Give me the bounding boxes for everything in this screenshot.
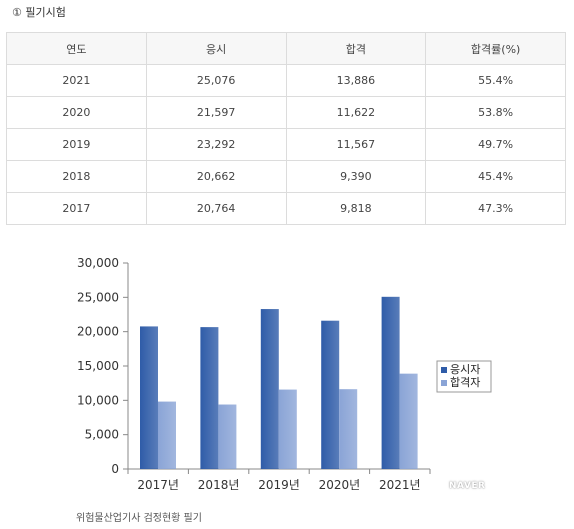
cell-year: 2020 <box>6 96 147 129</box>
cell-passed: 11,622 <box>285 96 427 129</box>
bar-applicants <box>321 320 340 469</box>
y-tick-label: 5,000 <box>85 428 119 442</box>
cell-year: 2019 <box>6 128 147 161</box>
cell-year: 2017 <box>6 192 147 225</box>
cell-passed: 9,390 <box>285 160 427 193</box>
bar-applicants <box>260 309 279 469</box>
bar-passed <box>399 373 418 469</box>
chart-caption: 위험물산업기사 검정현황 필기 <box>76 513 202 524</box>
bar-passed <box>158 401 176 469</box>
y-tick-label: 20,000 <box>77 325 119 339</box>
cell-pass-rate: 49.7% <box>425 128 566 161</box>
table-row: 2017 20,764 9,818 47.3% <box>6 192 566 225</box>
exam-stats-table: 연도 응시 합격 합격률(%) 2021 25,076 13,886 55.4%… <box>6 32 566 225</box>
bar-passed <box>218 404 237 469</box>
cell-pass-rate: 53.8% <box>425 96 566 129</box>
header-year: 연도 <box>6 32 147 65</box>
table-row: 2019 23,292 11,567 49.7% <box>6 128 566 161</box>
x-tick-label: 2021년 <box>379 478 421 492</box>
legend-label: 합격자 <box>450 376 480 389</box>
table-row: 2020 21,597 11,622 53.8% <box>6 96 566 129</box>
x-tick-label: 2020년 <box>319 478 361 492</box>
bar-applicants <box>140 326 158 469</box>
table-row: 2018 20,662 9,390 45.4% <box>6 160 566 193</box>
cell-applicants: 20,662 <box>145 160 287 193</box>
cell-applicants: 23,292 <box>145 128 287 161</box>
bar-passed <box>278 389 297 469</box>
exam-bar-chart: 0 5,000 10,000 15,000 20,000 25,000 30,000 2017… <box>77 256 492 492</box>
y-tick-label: 10,000 <box>77 393 119 407</box>
cell-applicants: 25,076 <box>145 64 287 97</box>
legend-label: 응시자 <box>450 363 480 376</box>
cell-pass-rate: 45.4% <box>425 160 566 193</box>
legend-box <box>436 360 492 393</box>
cell-passed: 11,567 <box>285 128 427 161</box>
legend-swatch <box>441 380 447 386</box>
x-tick-label: 2018년 <box>198 478 240 492</box>
y-tick-label: 30,000 <box>77 256 119 270</box>
cell-applicants: 21,597 <box>145 96 287 129</box>
cell-passed: 9,818 <box>285 192 427 225</box>
cell-year: 2018 <box>6 160 147 193</box>
cell-year: 2021 <box>6 64 147 97</box>
cell-applicants: 20,764 <box>145 192 287 225</box>
table-header-row: 연도 응시 합격 합격률(%) <box>6 32 566 65</box>
x-tick-label: 2019년 <box>258 478 300 492</box>
x-tick-label: 2017년 <box>137 478 179 492</box>
naver-watermark: NAVER <box>449 481 486 491</box>
y-tick-label: 25,000 <box>77 290 119 304</box>
cell-pass-rate: 55.4% <box>425 64 566 97</box>
bar-applicants <box>381 296 400 469</box>
table-row: 2021 25,076 13,886 55.4% <box>6 64 566 97</box>
cell-pass-rate: 47.3% <box>425 192 566 225</box>
y-tick-label: 0 <box>111 462 119 476</box>
legend-swatch <box>441 367 447 373</box>
bar-passed <box>339 389 358 469</box>
section-title: ① 필기시험 <box>12 6 66 19</box>
header-pass-rate: 합격률(%) <box>425 32 566 65</box>
header-applicants: 응시 <box>145 32 287 65</box>
y-tick-label: 15,000 <box>77 359 119 373</box>
bar-applicants <box>200 327 219 469</box>
header-passed: 합격 <box>285 32 427 65</box>
cell-passed: 13,886 <box>285 64 427 97</box>
